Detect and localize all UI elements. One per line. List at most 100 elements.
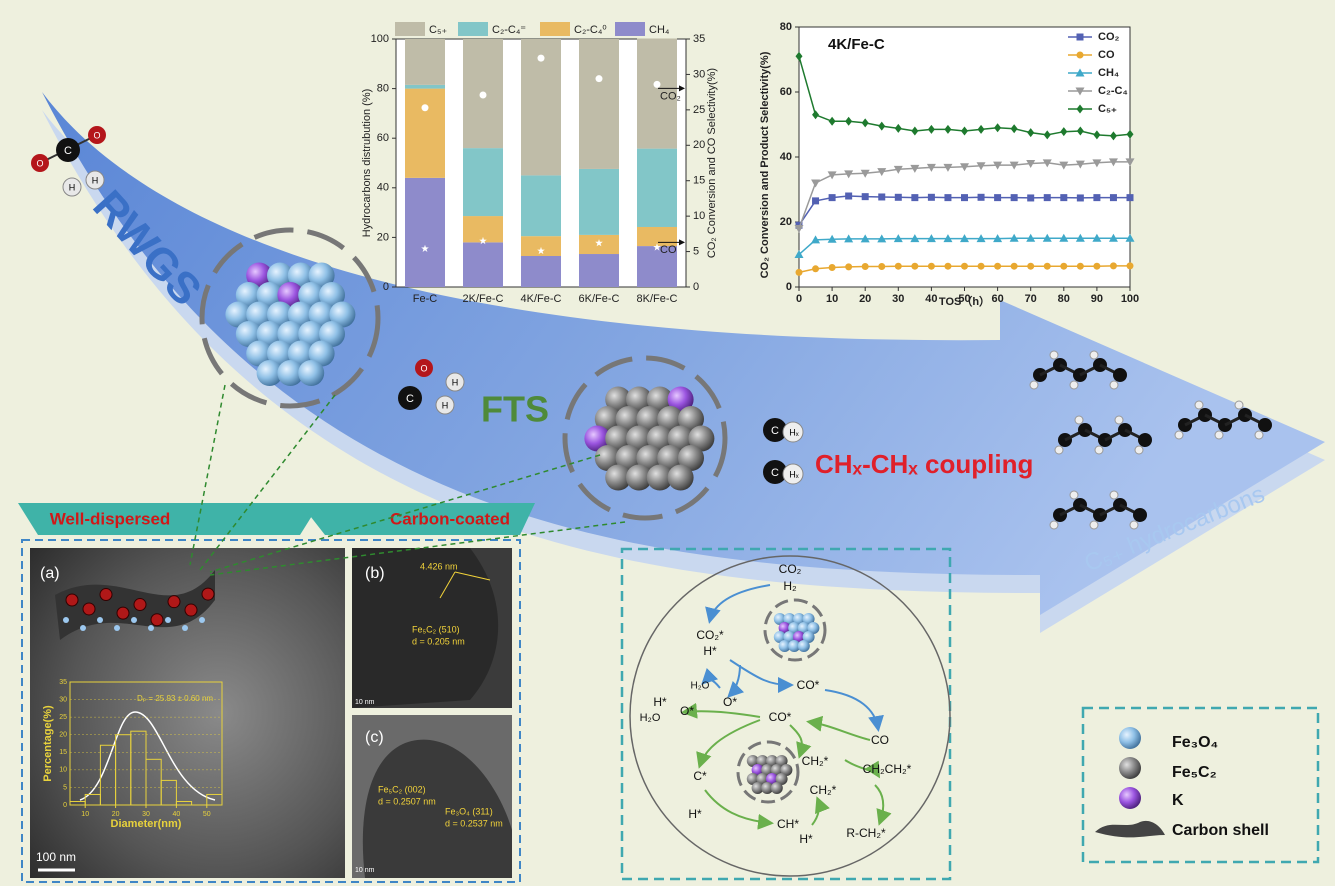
marker — [1010, 262, 1018, 270]
bar-segment — [521, 236, 561, 256]
marker — [1027, 128, 1035, 138]
y-tick-label: 40 — [377, 182, 389, 194]
bar-segment — [579, 254, 619, 287]
marker — [1076, 33, 1084, 41]
atom — [605, 464, 632, 491]
marker — [893, 165, 903, 174]
point — [653, 80, 661, 88]
atom — [667, 425, 694, 452]
h-atom — [1049, 520, 1059, 530]
marker — [911, 126, 919, 136]
panel-label: (c) — [365, 729, 384, 746]
atom — [788, 622, 801, 634]
particle — [201, 587, 215, 601]
atom — [770, 782, 783, 794]
legend-label: CH₄ — [649, 24, 670, 36]
c-atom — [1258, 418, 1272, 432]
k-atom — [63, 617, 69, 623]
y-tick-label: 100 — [371, 33, 389, 45]
marker — [877, 234, 887, 243]
particle — [167, 595, 181, 609]
marker — [926, 234, 936, 243]
atom — [605, 386, 632, 413]
y-tick-label: 20 — [377, 231, 389, 243]
x-tick-label: 100 — [1121, 293, 1139, 305]
x-tick-label: 50 — [958, 293, 970, 305]
marker — [1093, 262, 1101, 270]
marker — [1042, 159, 1052, 168]
x-tick-label: 70 — [1025, 293, 1037, 305]
point — [537, 54, 545, 62]
banner — [18, 503, 320, 535]
marker — [812, 265, 820, 273]
atom — [766, 755, 778, 767]
species: O* — [723, 695, 737, 709]
y2-tick-label: 35 — [693, 33, 705, 45]
species: H* — [703, 644, 717, 658]
atom — [636, 445, 663, 471]
marker — [812, 197, 820, 205]
marker — [1075, 68, 1085, 77]
marker — [861, 263, 869, 271]
marker — [894, 123, 902, 133]
atom — [678, 445, 704, 471]
atom-label: C — [406, 393, 414, 405]
h-atom — [1089, 520, 1099, 530]
atom — [256, 321, 283, 347]
marker — [1042, 233, 1052, 242]
atom — [298, 360, 325, 386]
atom — [797, 622, 810, 634]
atom — [287, 340, 314, 367]
x-tick-label: 8K/Fe-C — [637, 293, 678, 305]
bar-segment — [405, 177, 445, 287]
atom — [308, 340, 335, 367]
measure-line — [439, 571, 456, 599]
atom — [267, 262, 293, 289]
atom — [770, 764, 783, 776]
marker — [860, 234, 870, 243]
species: R-CH₂* — [846, 826, 886, 840]
atom — [646, 386, 673, 413]
marker — [1093, 194, 1101, 202]
process-arrow — [42, 92, 1325, 615]
y-tick-label: 40 — [780, 151, 792, 163]
h-atom — [1174, 430, 1184, 440]
legend-label: CO₂ — [1098, 31, 1120, 43]
coupling-label: CHₓ-CHₓ coupling — [815, 449, 1033, 479]
atom-label: H — [69, 182, 76, 192]
marker — [944, 262, 952, 270]
legend-swatch — [458, 22, 488, 36]
marker — [944, 124, 952, 134]
atom — [751, 782, 764, 794]
bar-segment — [405, 88, 445, 178]
atom — [256, 360, 283, 386]
marker — [878, 193, 886, 201]
marker — [993, 234, 1003, 243]
atom — [584, 425, 611, 452]
y-tick-label: 15 — [59, 749, 67, 756]
tem-annotation: 4.426 nm — [420, 561, 458, 571]
x-tick-label: 30 — [892, 293, 904, 305]
bar-segment — [521, 256, 561, 287]
atom — [766, 773, 778, 785]
species: H₂O — [640, 712, 661, 724]
cluster-shell — [199, 227, 381, 409]
atom — [667, 464, 694, 491]
species: CH₂* — [802, 754, 829, 768]
marker — [827, 171, 837, 180]
marker — [894, 193, 902, 201]
atom-label: O — [93, 130, 100, 140]
y-tick-label: 20 — [780, 216, 792, 228]
tem-annotation: Fe₃O₄ (311) — [445, 806, 493, 816]
atom — [802, 613, 815, 625]
atom — [308, 262, 335, 289]
tem-particle — [362, 739, 512, 878]
marker — [911, 262, 919, 270]
species: H₂ — [783, 579, 797, 593]
c-atom — [1138, 433, 1152, 447]
x-tick-label: 30 — [142, 811, 150, 818]
hydrocarbon-chains — [1029, 350, 1272, 530]
point — [595, 75, 603, 83]
